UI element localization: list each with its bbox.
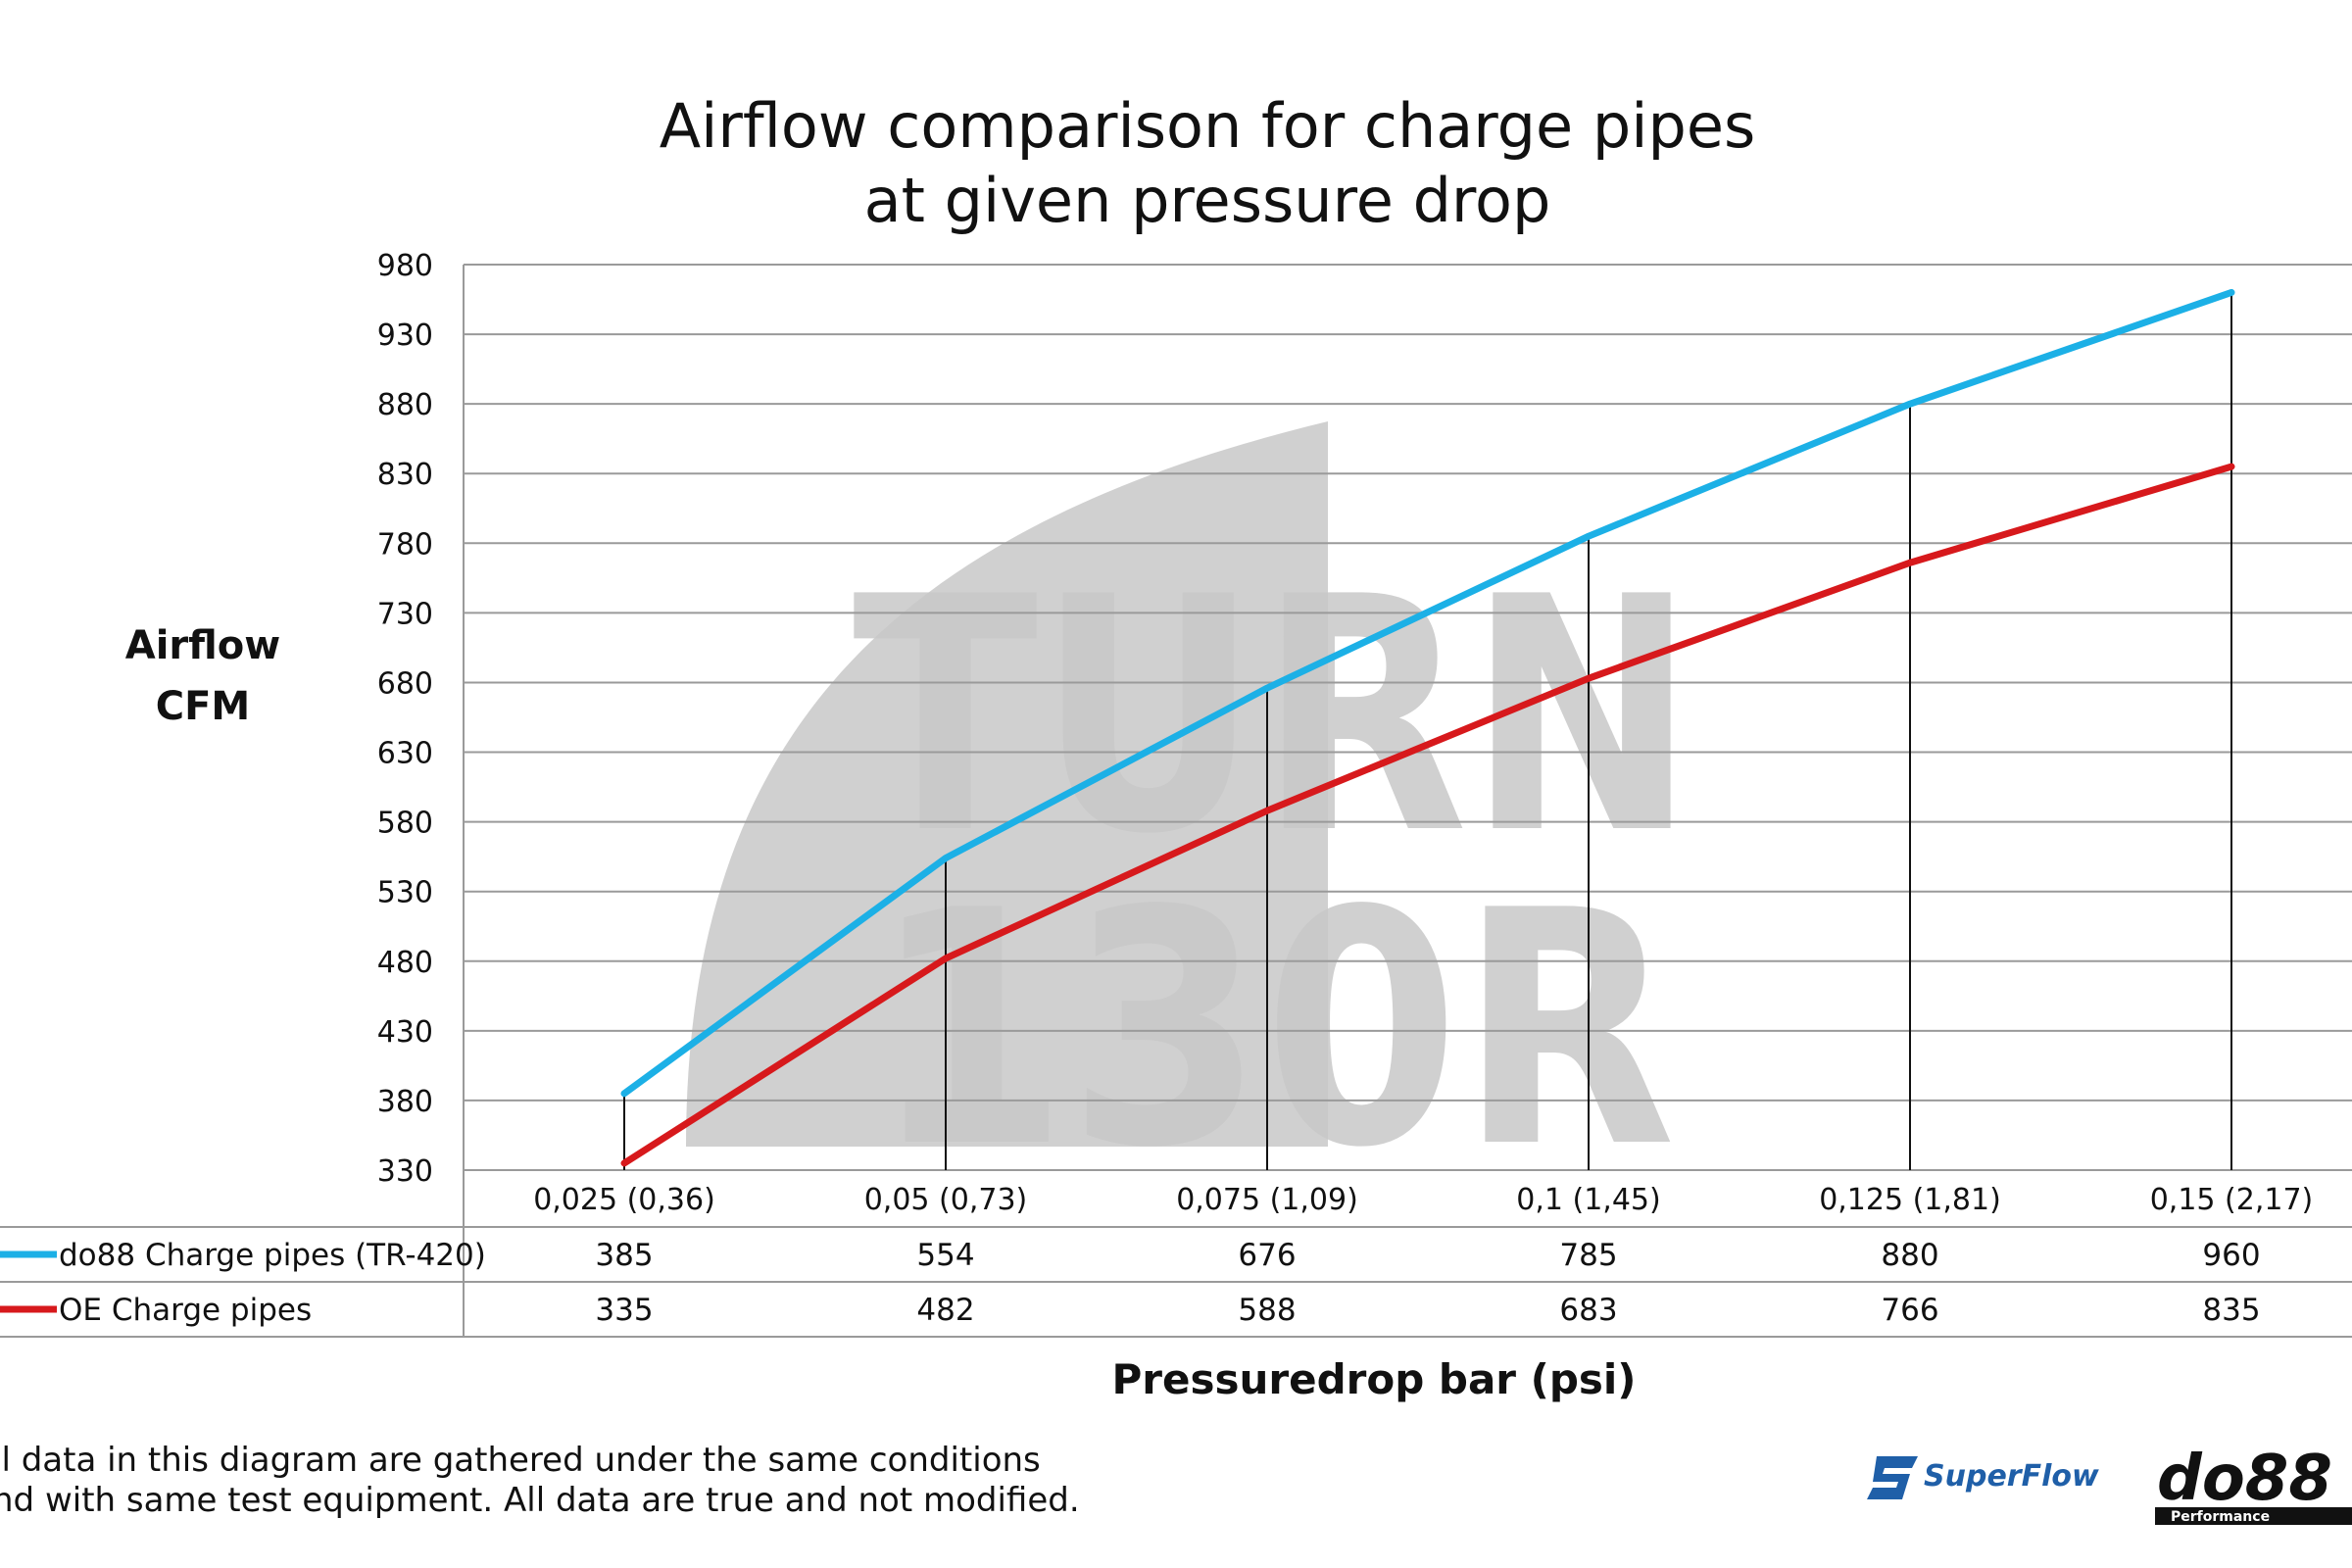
data-label: 835 [2202,1293,2260,1328]
do88-logo-text: do88 [2157,1443,2332,1515]
chart-title-line-1: Airflow comparison for charge pipes [660,90,1756,162]
y-tick-label: 780 [377,527,433,562]
do88-logo: do88 Performance [2155,1443,2352,1525]
series-1-point [621,1090,627,1097]
footnote-line-2: nd with same test equipment. All data ar… [0,1481,1080,1520]
data-table: 0,025 (0,36) 0,05 (0,73) 0,075 (1,09) 0,1 (… [0,1170,2352,1338]
y-tick-label: 530 [377,876,433,910]
y-axis-label-line-2: CFM [156,684,250,729]
series-2-point [943,955,949,961]
watermark-line-1: TURN [853,528,1695,905]
data-label: 880 [1881,1238,1938,1273]
series-1-point [1586,533,1592,540]
x-tick-label: 0,025 (0,36) [533,1183,715,1217]
x-tick-label: 0,075 (1,09) [1176,1183,1358,1217]
legend-label-1: do88 Charge pipes (TR-420) [59,1238,486,1273]
do88-logo-subtext: Performance [2171,1509,2270,1525]
y-axis-ticks: 330 380 430 480 530 580 630 680 730 780 830 880 930 9… [377,249,433,1189]
series-lines [620,288,2235,1167]
data-label: 588 [1238,1293,1296,1328]
superflow-logo: SuperFlow [1867,1456,2099,1499]
y-tick-label: 830 [377,458,433,492]
x-tick-label: 0,15 (2,17) [2150,1183,2314,1217]
x-tick-label: 0,1 (1,45) [1516,1183,1660,1217]
y-tick-label: 430 [377,1015,433,1050]
y-tick-label: 980 [377,249,433,283]
series-1-point [943,855,949,861]
x-axis-label-text: Pressuredrop bar (psi) [1112,1355,1637,1403]
series-2-point [2229,464,2234,470]
data-label: 554 [916,1238,974,1273]
data-label: 960 [2202,1238,2260,1273]
series-2-point [1264,808,1270,814]
superflow-mark-icon [1867,1456,1918,1499]
y-tick-label: 480 [377,946,433,980]
data-label: 335 [595,1293,653,1328]
series-2-point [1586,675,1592,682]
data-label: 766 [1881,1293,1938,1328]
y-tick-label: 330 [377,1154,433,1189]
series-1-point [2229,289,2234,296]
y-axis-label-line-1: Airflow [125,623,280,668]
data-label: 482 [916,1293,974,1328]
series-1-point [1264,685,1270,692]
series-2-point [1907,560,1913,566]
data-label: 676 [1238,1238,1296,1273]
y-tick-label: 580 [377,807,433,841]
watermark-swoosh [686,421,1328,1147]
footnote-line-1: ll data in this diagram are gathered und… [0,1441,1041,1480]
chart-title-line-2: at given pressure drop [864,165,1551,236]
data-label: 385 [595,1238,653,1273]
series-line-1 [620,288,2235,1098]
y-tick-label: 680 [377,666,433,701]
x-tick-label: 0,05 (0,73) [864,1183,1028,1217]
series-line-2 [620,463,2235,1167]
x-tick-label: 0,125 (1,81) [1819,1183,2001,1217]
series-2-point [621,1159,627,1166]
series-1-point [1907,401,1913,408]
y-tick-label: 730 [377,597,433,631]
legend-label-2: OE Charge pipes [59,1293,312,1328]
y-tick-label: 930 [377,318,433,353]
y-tick-label: 630 [377,737,433,771]
y-tick-label: 880 [377,388,433,422]
data-label: 683 [1559,1293,1617,1328]
y-tick-label: 380 [377,1085,433,1119]
superflow-logo-text: SuperFlow [1924,1459,2099,1494]
footnote: ll data in this diagram are gathered und… [0,1441,1080,1521]
drop-lines [623,292,2232,1170]
y-axis-label: Airflow CFM [125,623,280,729]
x-axis-label: Pressuredrop bar (psi) [1112,1355,1637,1403]
data-label: 785 [1559,1238,1617,1273]
